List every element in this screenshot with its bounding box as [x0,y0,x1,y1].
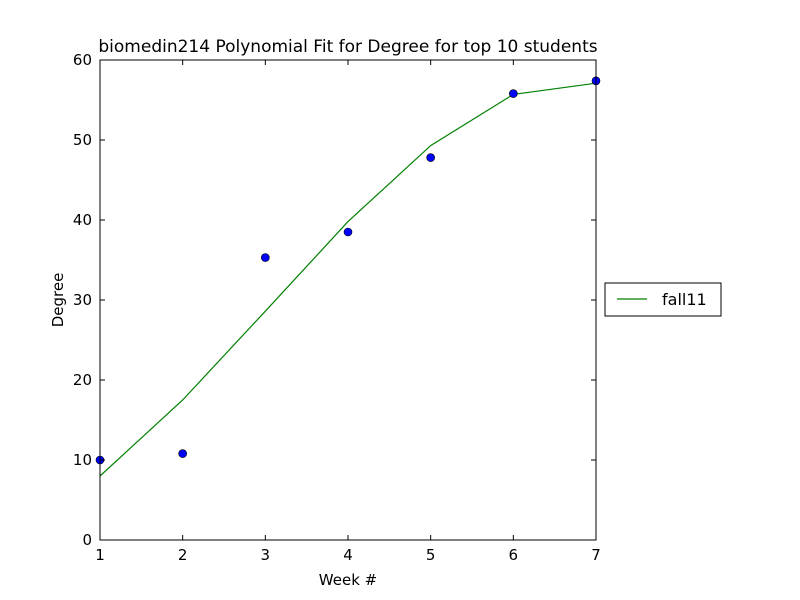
y-tick-label: 20 [73,371,92,389]
data-point [178,449,187,458]
y-tick-label: 30 [73,291,92,309]
legend: fall11 [604,282,722,317]
y-tick-label: 60 [73,51,92,69]
x-tick-label: 7 [591,546,601,564]
x-tick-label: 1 [95,546,105,564]
x-tick-label: 3 [261,546,271,564]
x-tick-label: 6 [509,546,519,564]
x-tick-label: 4 [343,546,353,564]
plot-area [100,60,596,540]
series-layer [95,76,601,477]
x-axis-label: Week # [319,571,377,589]
chart-title: biomedin214 Polynomial Fit for Degree fo… [98,37,597,57]
y-tick-label: 40 [73,211,92,229]
data-point [343,227,353,237]
y-axis-label: Degree [49,273,67,328]
y-tick-label: 10 [73,451,92,469]
x-tick-label: 2 [178,546,188,564]
x-tick-label: 5 [426,546,436,564]
y-tick-label: 0 [82,531,92,549]
data-point [509,89,518,98]
y-tick-label: 50 [73,131,92,149]
plot-frame [99,59,597,541]
data-point [426,153,435,162]
data-point [261,253,270,262]
legend-label-fall11: fall11 [662,290,707,309]
